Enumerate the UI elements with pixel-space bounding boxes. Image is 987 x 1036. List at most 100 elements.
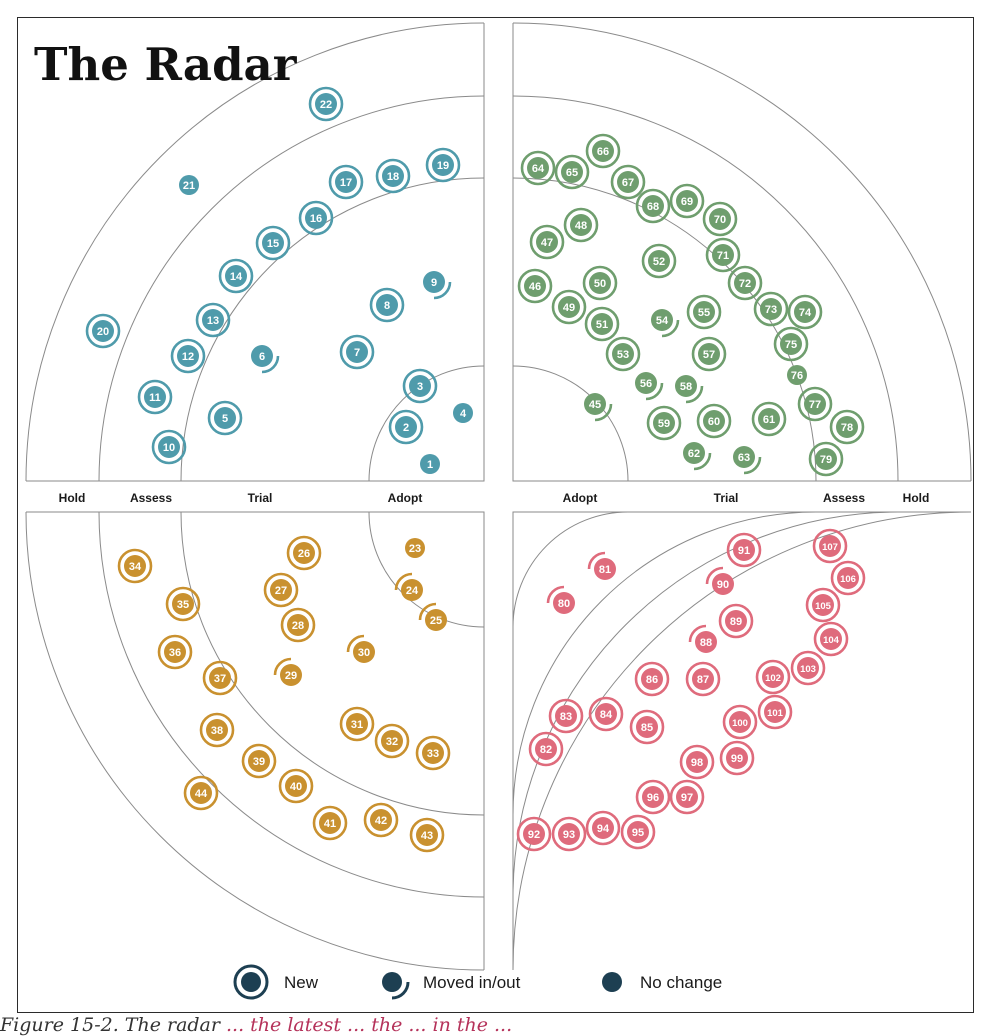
blip-42[interactable]: 42 (363, 802, 399, 838)
blip-27[interactable]: 27 (263, 572, 299, 608)
blip-105[interactable]: 105 (805, 587, 841, 623)
blip-19[interactable]: 19 (425, 147, 461, 183)
blip-60[interactable]: 60 (696, 403, 732, 439)
blip-72[interactable]: 72 (727, 265, 763, 301)
blip-20[interactable]: 20 (85, 313, 121, 349)
blip-6[interactable]: 6 (251, 345, 280, 374)
blip-11[interactable]: 11 (137, 379, 173, 415)
blip-22[interactable]: 22 (308, 86, 344, 122)
blip-34[interactable]: 34 (117, 548, 153, 584)
blip-79[interactable]: 79 (808, 441, 844, 477)
blip-12[interactable]: 12 (170, 338, 206, 374)
blip-71[interactable]: 71 (705, 237, 741, 273)
blip-32[interactable]: 32 (374, 723, 410, 759)
blip-16[interactable]: 16 (298, 200, 334, 236)
blip-31[interactable]: 31 (339, 706, 375, 742)
blip-3[interactable]: 3 (402, 368, 438, 404)
blip-23[interactable]: 23 (405, 538, 425, 558)
blip-61[interactable]: 61 (751, 401, 787, 437)
blip-28[interactable]: 28 (280, 607, 316, 643)
blip-57[interactable]: 57 (691, 336, 727, 372)
blip-67[interactable]: 67 (610, 164, 646, 200)
blip-52[interactable]: 52 (641, 243, 677, 279)
blip-13[interactable]: 13 (195, 302, 231, 338)
blip-54[interactable]: 54 (651, 309, 680, 338)
blip-36[interactable]: 36 (157, 634, 193, 670)
blip-50[interactable]: 50 (582, 265, 618, 301)
blip-58[interactable]: 58 (675, 375, 704, 404)
blip-4[interactable]: 4 (453, 403, 473, 423)
blip-44[interactable]: 44 (183, 775, 219, 811)
blip-35[interactable]: 35 (165, 586, 201, 622)
blip-70[interactable]: 70 (702, 201, 738, 237)
blip-63[interactable]: 63 (733, 446, 762, 475)
blip-94[interactable]: 94 (585, 810, 621, 846)
blip-83[interactable]: 83 (548, 698, 584, 734)
blip-80[interactable]: 80 (546, 585, 575, 614)
blip-14[interactable]: 14 (218, 258, 254, 294)
blip-73[interactable]: 73 (753, 291, 789, 327)
blip-96[interactable]: 96 (635, 779, 671, 815)
blip-45[interactable]: 45 (584, 393, 613, 422)
blip-30[interactable]: 30 (346, 634, 375, 663)
blip-69[interactable]: 69 (669, 183, 705, 219)
blip-90[interactable]: 90 (705, 566, 734, 595)
blip-66[interactable]: 66 (585, 133, 621, 169)
blip-81[interactable]: 81 (587, 551, 616, 580)
blip-89[interactable]: 89 (718, 603, 754, 639)
blip-68[interactable]: 68 (635, 188, 671, 224)
blip-26[interactable]: 26 (286, 535, 322, 571)
blip-82[interactable]: 82 (528, 731, 564, 767)
blip-55[interactable]: 55 (686, 294, 722, 330)
blip-95[interactable]: 95 (620, 814, 656, 850)
blip-29[interactable]: 29 (273, 657, 302, 686)
blip-92[interactable]: 92 (516, 816, 552, 852)
blip-64[interactable]: 64 (520, 150, 556, 186)
blip-47[interactable]: 47 (529, 224, 565, 260)
blip-100[interactable]: 100 (722, 704, 758, 740)
blip-86[interactable]: 86 (634, 661, 670, 697)
blip-8[interactable]: 8 (369, 287, 405, 323)
blip-21[interactable]: 21 (179, 175, 199, 195)
blip-97[interactable]: 97 (669, 779, 705, 815)
blip-84[interactable]: 84 (588, 696, 624, 732)
blip-51[interactable]: 51 (584, 306, 620, 342)
blip-77[interactable]: 77 (797, 386, 833, 422)
blip-5[interactable]: 5 (207, 400, 243, 436)
blip-7[interactable]: 7 (339, 334, 375, 370)
blip-24[interactable]: 24 (394, 572, 423, 601)
blip-93[interactable]: 93 (551, 816, 587, 852)
blip-102[interactable]: 102 (755, 659, 791, 695)
blip-38[interactable]: 38 (199, 712, 235, 748)
blip-62[interactable]: 62 (683, 442, 712, 471)
blip-74[interactable]: 74 (787, 294, 823, 330)
blip-78[interactable]: 78 (829, 409, 865, 445)
blip-1[interactable]: 1 (420, 454, 440, 474)
blip-87[interactable]: 87 (685, 661, 721, 697)
blip-103[interactable]: 103 (790, 650, 826, 686)
blip-53[interactable]: 53 (605, 336, 641, 372)
blip-37[interactable]: 37 (202, 660, 238, 696)
blip-101[interactable]: 101 (757, 694, 793, 730)
blip-46[interactable]: 46 (517, 268, 553, 304)
blip-56[interactable]: 56 (635, 372, 664, 401)
blip-98[interactable]: 98 (679, 744, 715, 780)
blip-59[interactable]: 59 (646, 405, 682, 441)
blip-75[interactable]: 75 (773, 326, 809, 362)
blip-33[interactable]: 33 (415, 735, 451, 771)
blip-91[interactable]: 91 (726, 532, 762, 568)
blip-41[interactable]: 41 (312, 805, 348, 841)
blip-85[interactable]: 85 (629, 709, 665, 745)
blip-104[interactable]: 104 (813, 621, 849, 657)
blip-88[interactable]: 88 (688, 624, 717, 653)
blip-25[interactable]: 25 (418, 602, 447, 631)
blip-49[interactable]: 49 (551, 289, 587, 325)
blip-106[interactable]: 106 (830, 560, 866, 596)
blip-107[interactable]: 107 (812, 528, 848, 564)
blip-2[interactable]: 2 (388, 409, 424, 445)
blip-17[interactable]: 17 (328, 164, 364, 200)
blip-18[interactable]: 18 (375, 158, 411, 194)
blip-48[interactable]: 48 (563, 207, 599, 243)
blip-76[interactable]: 76 (787, 365, 807, 385)
blip-39[interactable]: 39 (241, 743, 277, 779)
